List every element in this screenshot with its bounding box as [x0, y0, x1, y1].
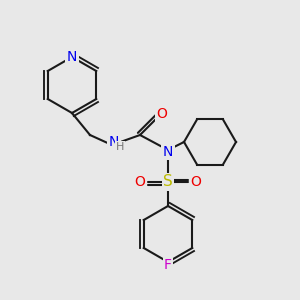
Text: S: S — [163, 175, 173, 190]
Text: N: N — [109, 135, 119, 149]
Text: O: O — [135, 175, 146, 189]
Text: F: F — [164, 258, 172, 272]
Text: H: H — [116, 142, 124, 152]
Text: O: O — [157, 107, 167, 121]
Text: N: N — [67, 50, 77, 64]
Text: N: N — [163, 145, 173, 159]
Text: O: O — [190, 175, 201, 189]
